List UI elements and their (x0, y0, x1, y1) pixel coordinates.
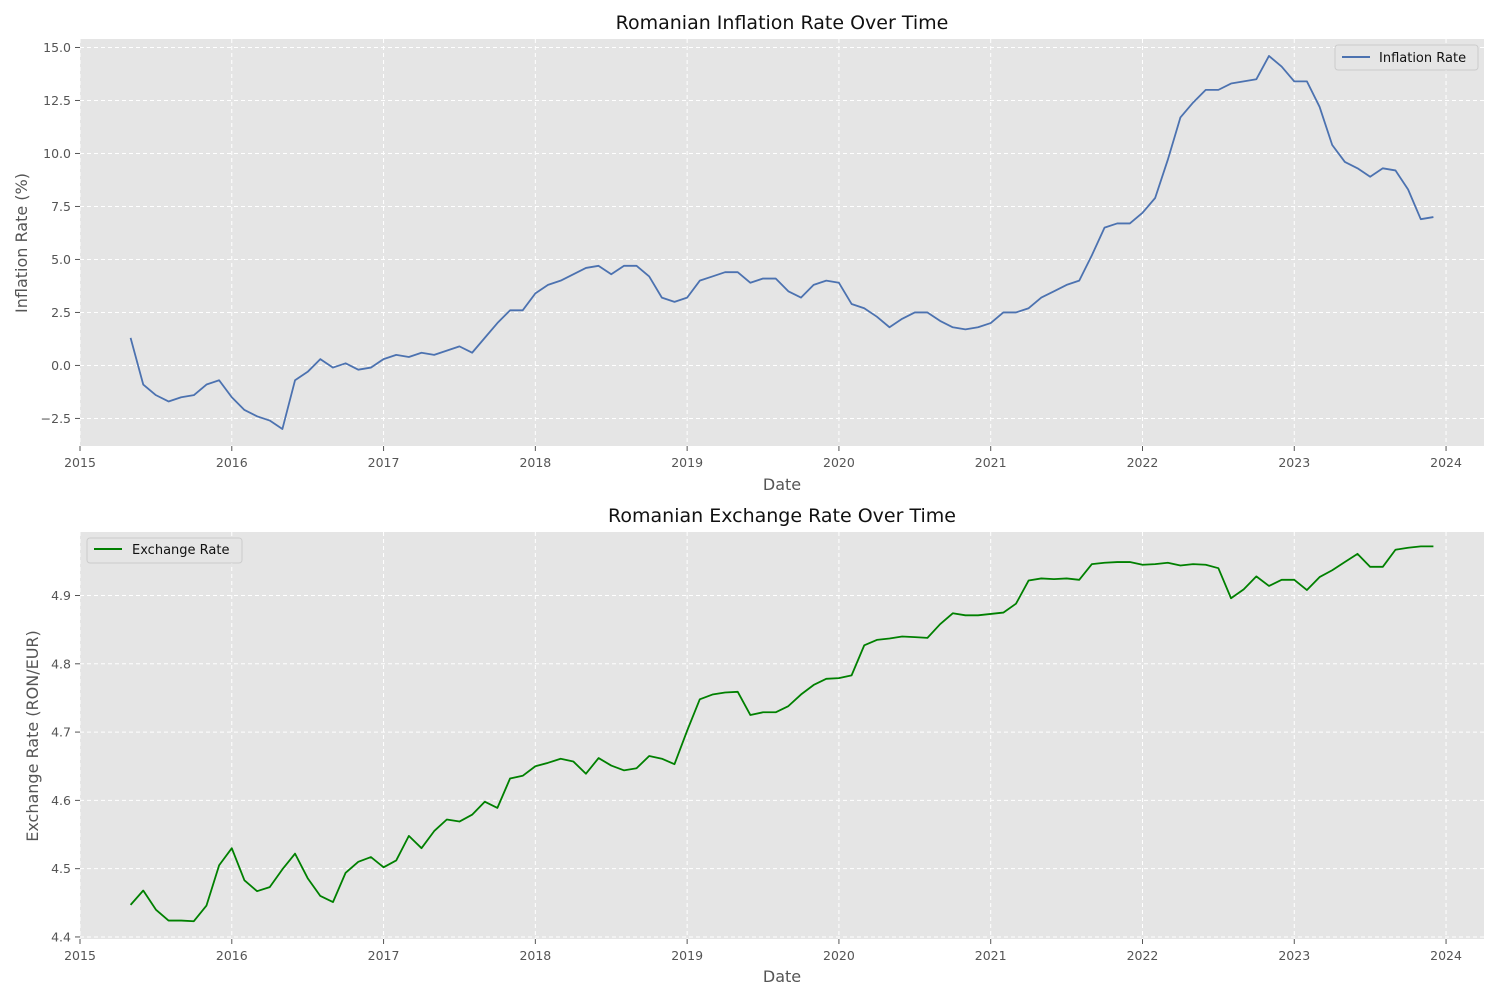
exchange-y-tick-label: 4.7 (51, 725, 71, 740)
inflation-x-axis-label: Date (763, 475, 801, 494)
exchange-x-tick-label: 2015 (64, 948, 96, 963)
inflation-y-tick-label: 2.5 (51, 305, 71, 320)
inflation-x-tick-label: 2019 (671, 455, 703, 470)
inflation-y-tick-label: −2.5 (41, 411, 71, 426)
exchange-x-axis-label: Date (763, 967, 801, 986)
exchange-plot-area (80, 532, 1484, 939)
inflation-x-tick-label: 2021 (975, 455, 1007, 470)
exchange-x-tick-label: 2020 (823, 948, 855, 963)
inflation-x-tick-label: 2020 (823, 455, 855, 470)
inflation-chart-title: Romanian Inflation Rate Over Time (616, 12, 949, 34)
inflation-y-tick-label: 7.5 (51, 199, 71, 214)
inflation-x-tick-label: 2022 (1127, 455, 1159, 470)
exchange-y-tick-label: 4.6 (51, 793, 71, 808)
inflation-x-tick-label: 2015 (64, 455, 96, 470)
exchange-x-tick-label: 2017 (368, 948, 400, 963)
inflation-x-tick-label: 2024 (1430, 455, 1462, 470)
exchange-y-tick-label: 4.4 (51, 929, 71, 944)
inflation-y-tick-label: 0.0 (51, 358, 71, 373)
exchange-y-tick-label: 4.8 (51, 656, 71, 671)
exchange-chart-title: Romanian Exchange Rate Over Time (608, 505, 956, 527)
exchange-chart: 2015 2016 2017 2018 2019 2020 2021 2022 2023 2024… (23, 505, 1484, 986)
exchange-y-tick-label: 4.9 (51, 588, 71, 603)
inflation-x-tick-label: 2016 (216, 455, 248, 470)
inflation-y-tick-label: 5.0 (51, 252, 71, 267)
exchange-x-tick-label: 2021 (975, 948, 1007, 963)
inflation-y-tick-label: 12.5 (43, 93, 71, 108)
inflation-y-tick-label: 10.0 (43, 146, 71, 161)
inflation-y-axis-label: Inflation Rate (%) (12, 173, 31, 313)
inflation-x-tick-label: 2018 (519, 455, 551, 470)
inflation-legend-label: Inflation Rate (1379, 51, 1466, 66)
inflation-x-tick-label: 2017 (368, 455, 400, 470)
inflation-x-tick-label: 2023 (1278, 455, 1310, 470)
inflation-y-tick-label: 15.0 (43, 40, 71, 55)
exchange-y-tick-label: 4.5 (51, 861, 71, 876)
exchange-x-tick-label: 2022 (1127, 948, 1159, 963)
exchange-x-tick-label: 2023 (1278, 948, 1310, 963)
exchange-legend: Exchange Rate (87, 538, 242, 563)
exchange-x-tick-label: 2019 (671, 948, 703, 963)
inflation-legend: Inflation Rate (1335, 45, 1478, 70)
exchange-x-tick-label: 2016 (216, 948, 248, 963)
exchange-x-tick-label: 2018 (519, 948, 551, 963)
exchange-legend-label: Exchange Rate (132, 543, 229, 558)
exchange-y-axis-label: Exchange Rate (RON/EUR) (23, 630, 42, 842)
exchange-x-tick-label: 2024 (1430, 948, 1462, 963)
inflation-chart: 2015 2016 2017 2018 2019 2020 2021 2022 2023 2024… (12, 12, 1484, 494)
